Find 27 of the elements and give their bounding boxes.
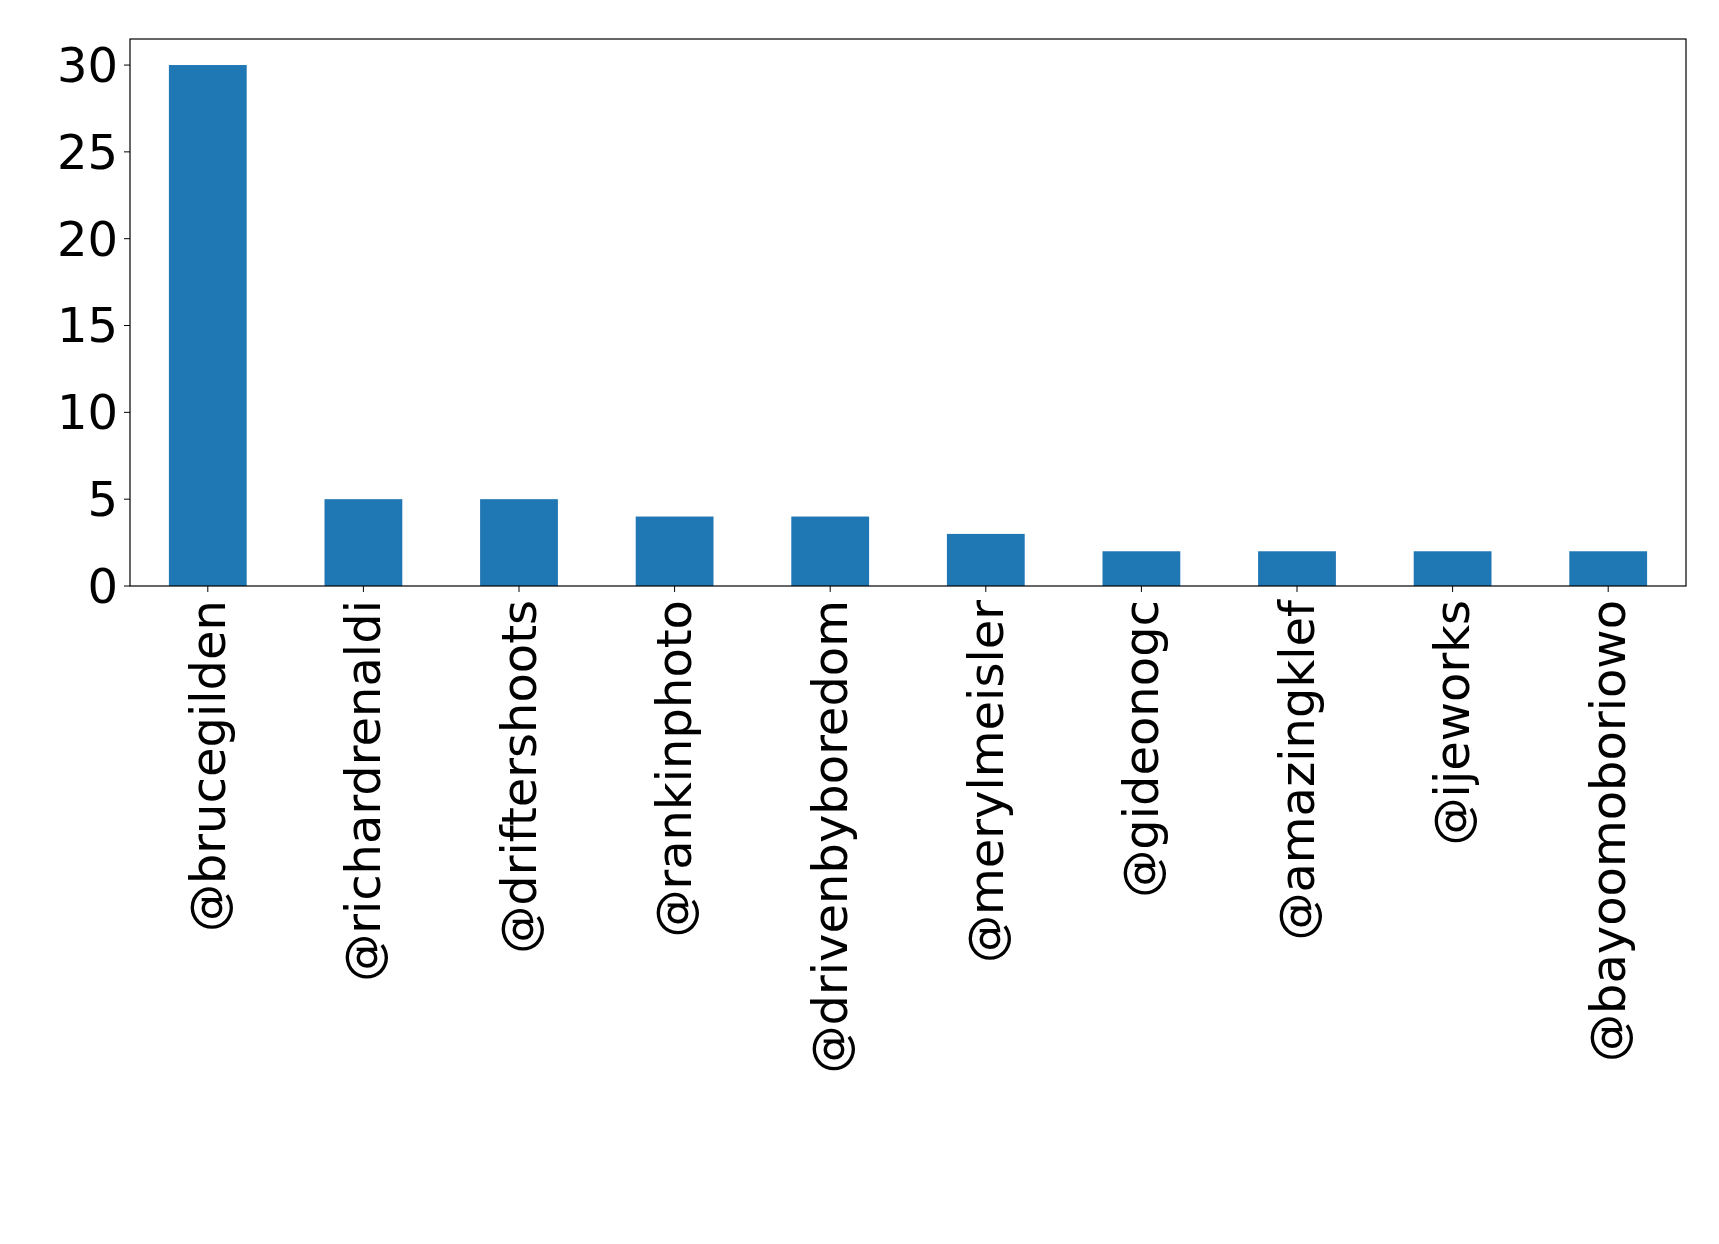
x-tick-label: @brucegilden [179, 600, 236, 933]
bar [1102, 551, 1181, 586]
x-tick-label: @amazingklef [1268, 598, 1325, 941]
x-tick-label: @bayoomoboriowo [1580, 600, 1636, 1063]
bar [1413, 551, 1492, 586]
x-tick-label: @richardrenaldi [335, 600, 392, 982]
bar [1569, 551, 1648, 586]
x-tick-label: @merylmeisler [957, 599, 1014, 963]
y-tick-label: 0 [87, 557, 118, 614]
bar [324, 499, 403, 586]
bar [480, 499, 558, 586]
bar [946, 533, 1025, 586]
x-tick-label: @driftershoots [490, 600, 547, 954]
bar [791, 516, 870, 586]
bar [168, 65, 247, 586]
x-tick-label: @gideonogc [1113, 600, 1170, 898]
x-tick-label: @ijeworks [1424, 600, 1481, 846]
x-tick-label: @drivenbyboredom [802, 600, 858, 1074]
y-tick-label: 20 [56, 210, 118, 267]
bar [635, 516, 714, 586]
y-tick-label: 5 [87, 470, 118, 527]
y-tick-label: 25 [56, 123, 118, 180]
x-tick-label: @rankinphoto [646, 600, 703, 938]
y-tick-label: 10 [56, 384, 118, 441]
y-tick-label: 15 [56, 297, 118, 354]
bar [1258, 551, 1336, 586]
y-tick-label: 30 [56, 36, 118, 93]
